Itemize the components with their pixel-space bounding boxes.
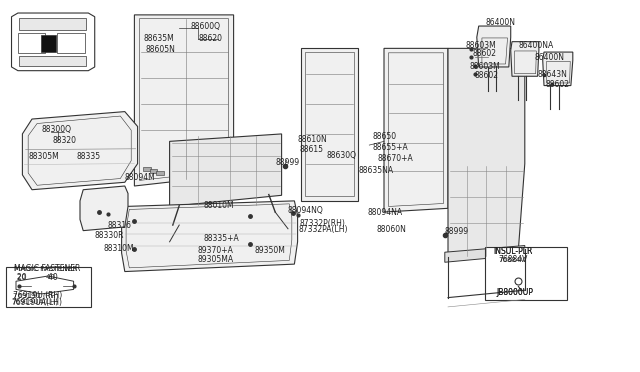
Text: 76884V: 76884V — [498, 255, 527, 264]
Text: 88094NA: 88094NA — [368, 208, 403, 217]
Text: 88316: 88316 — [108, 221, 132, 230]
Text: 88335+A: 88335+A — [204, 234, 239, 243]
Bar — [18, 33, 45, 54]
Polygon shape — [170, 134, 282, 206]
Polygon shape — [80, 186, 128, 231]
Text: 86400NA: 86400NA — [518, 41, 554, 50]
Text: 88655+A: 88655+A — [372, 143, 408, 152]
Text: 88300Q: 88300Q — [42, 125, 72, 134]
Text: 20         40: 20 40 — [17, 274, 54, 280]
Text: 88010M: 88010M — [204, 201, 234, 210]
Polygon shape — [156, 171, 164, 175]
Text: MAGIC FASTENER: MAGIC FASTENER — [14, 264, 81, 273]
Polygon shape — [143, 167, 151, 171]
Bar — [58, 33, 84, 54]
Bar — [19, 56, 86, 66]
Text: 88605N: 88605N — [145, 45, 175, 54]
Text: 88615: 88615 — [300, 145, 324, 154]
Text: 76884V: 76884V — [498, 257, 525, 263]
Text: 88635M: 88635M — [144, 34, 175, 43]
Text: 88610N: 88610N — [298, 135, 327, 144]
Text: 88999: 88999 — [275, 158, 300, 167]
Bar — [42, 35, 56, 52]
Text: 88320: 88320 — [52, 137, 77, 145]
Polygon shape — [543, 52, 573, 86]
Polygon shape — [448, 48, 525, 257]
Text: 88650: 88650 — [372, 132, 397, 141]
Text: JB8000UP: JB8000UP — [496, 288, 533, 296]
Text: 88670+A: 88670+A — [378, 154, 413, 163]
Text: INSUL-PLR: INSUL-PLR — [493, 247, 532, 256]
Text: 88305M: 88305M — [29, 152, 60, 161]
Polygon shape — [301, 48, 358, 201]
Text: 88643N: 88643N — [538, 70, 568, 79]
Text: 88330R: 88330R — [95, 231, 124, 240]
Text: INSUL-PLR: INSUL-PLR — [493, 247, 532, 256]
Text: 89305MA: 89305MA — [197, 255, 233, 264]
Text: 76919UA(LH): 76919UA(LH) — [12, 298, 63, 307]
Polygon shape — [445, 246, 525, 262]
Bar — [6, 267, 91, 307]
Polygon shape — [22, 112, 138, 190]
Text: 88635NA: 88635NA — [358, 166, 394, 174]
Text: 88630Q: 88630Q — [326, 151, 356, 160]
Polygon shape — [134, 15, 234, 186]
Bar — [485, 247, 567, 300]
Text: 20         40: 20 40 — [17, 273, 58, 282]
Polygon shape — [477, 26, 511, 67]
Text: JB8000UP: JB8000UP — [496, 288, 533, 296]
Bar — [19, 17, 86, 31]
Text: 88603M: 88603M — [469, 62, 500, 71]
Text: MAGIC FASTENER: MAGIC FASTENER — [14, 266, 77, 272]
Polygon shape — [384, 48, 448, 212]
Text: 86400N: 86400N — [485, 18, 515, 27]
Text: 76919U (RH): 76919U (RH) — [13, 292, 58, 299]
Text: 87332P(RH): 87332P(RH) — [300, 219, 346, 228]
Polygon shape — [12, 13, 95, 71]
Polygon shape — [163, 225, 291, 246]
Polygon shape — [122, 201, 298, 272]
Polygon shape — [511, 42, 539, 76]
Text: 88094M: 88094M — [124, 173, 155, 182]
Text: 86400N: 86400N — [534, 53, 564, 62]
Text: 76919UA(LH): 76919UA(LH) — [12, 299, 58, 305]
Text: 88335: 88335 — [77, 152, 101, 161]
Text: 88602: 88602 — [545, 80, 570, 89]
Text: 76919U (RH): 76919U (RH) — [13, 291, 62, 300]
Text: 87332PA(LH): 87332PA(LH) — [298, 225, 348, 234]
Polygon shape — [150, 169, 157, 173]
Text: 89350M: 89350M — [255, 246, 285, 255]
Text: 89370+A: 89370+A — [197, 246, 233, 255]
Text: 88060N: 88060N — [376, 225, 406, 234]
Text: 88620: 88620 — [198, 34, 223, 43]
Text: 88602: 88602 — [475, 71, 499, 80]
Text: 88094NQ: 88094NQ — [288, 206, 324, 215]
Text: 88600Q: 88600Q — [191, 22, 221, 31]
Text: 88603M: 88603M — [466, 41, 497, 50]
Text: 88602: 88602 — [472, 49, 497, 58]
Text: 88310M: 88310M — [104, 244, 134, 253]
Polygon shape — [16, 276, 74, 294]
Text: 88999: 88999 — [445, 227, 469, 236]
